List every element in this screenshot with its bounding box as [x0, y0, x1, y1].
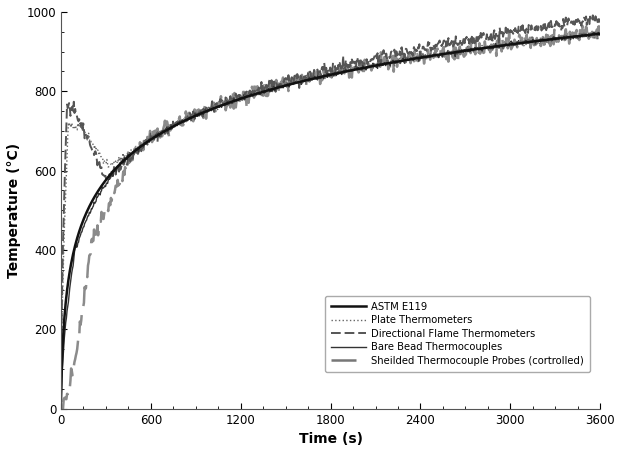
- Legend: ASTM E119, Plate Thermometers, Directional Flame Thermometers, Bare Bead Thermoc: ASTM E119, Plate Thermometers, Direction…: [325, 296, 590, 372]
- Y-axis label: Temperature (°C): Temperature (°C): [7, 143, 21, 278]
- X-axis label: Time (s): Time (s): [299, 432, 363, 446]
